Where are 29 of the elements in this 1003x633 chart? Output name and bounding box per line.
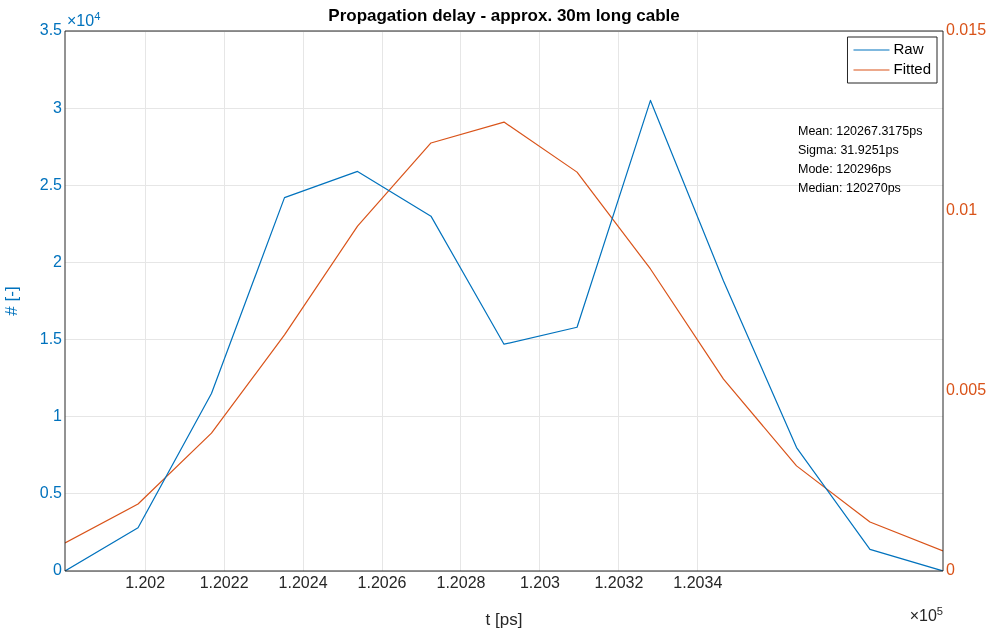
legend-label: Fitted <box>893 60 931 78</box>
x-tick-label: 1.2022 <box>199 574 249 592</box>
legend-label: Raw <box>893 40 924 58</box>
annotation: Mean: 120267.3175ps <box>798 124 923 138</box>
x-tick-label: 1.202 <box>125 574 166 592</box>
annotation: Median: 120270ps <box>798 181 901 195</box>
annotation: Mode: 120296ps <box>798 162 892 176</box>
y-tick-label: 1.5 <box>39 329 63 347</box>
y2-tick-label: 0.015 <box>946 21 987 39</box>
y-tick-label: 3.5 <box>39 21 63 39</box>
y-tick-label: 2 <box>53 252 63 270</box>
y-tick-label: 1 <box>53 407 63 425</box>
y-axis-title: # [-] <box>1 286 21 316</box>
y-tick-label: 2.5 <box>39 175 63 193</box>
annotation: Sigma: 31.9251ps <box>798 143 899 157</box>
x-tick-label: 1.2034 <box>673 574 723 592</box>
x-tick-label: 1.203 <box>519 574 561 592</box>
x-axis-title: t [ps] <box>485 610 523 630</box>
y-tick-label: 0.5 <box>39 484 63 502</box>
y2-tick-label: 0.01 <box>946 201 978 219</box>
y2-tick-label: 0.005 <box>946 381 987 399</box>
chart-title: Propagation delay - approx. 30m long cable <box>328 6 680 26</box>
x-tick-label: 1.2032 <box>594 574 644 592</box>
x-tick-label: 1.2026 <box>357 574 407 592</box>
x-tick-label: 1.2028 <box>436 574 486 592</box>
x-tick-label: 1.2024 <box>278 574 328 592</box>
y-tick-label: 3 <box>53 98 63 116</box>
y-tick-label: 0 <box>53 561 63 579</box>
y2-tick-label: 0 <box>946 561 955 579</box>
